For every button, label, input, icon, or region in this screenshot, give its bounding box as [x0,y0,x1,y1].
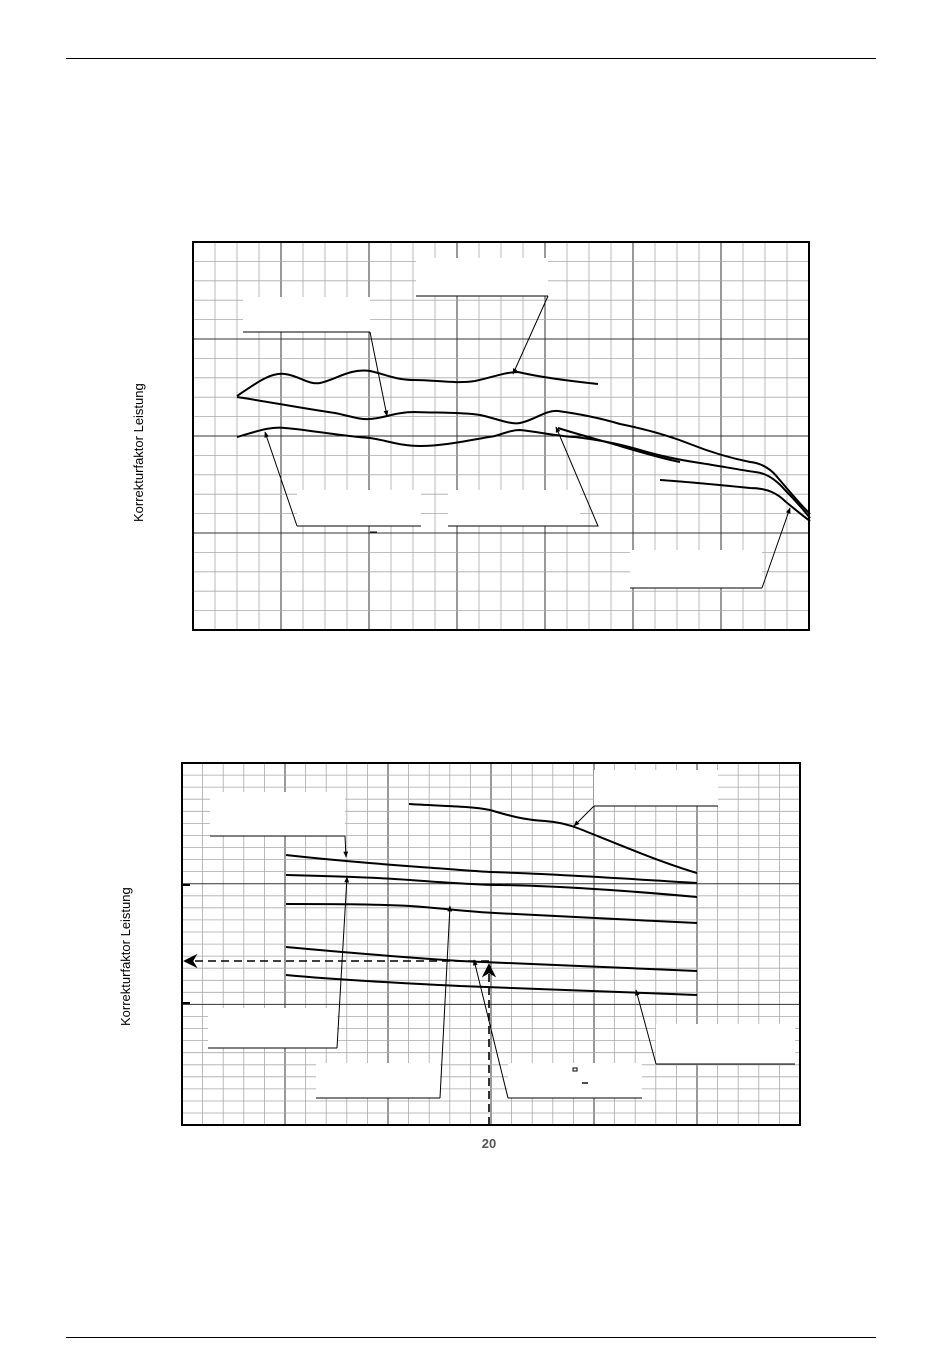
chart1-frame [192,241,810,631]
chart1-leader [512,295,549,375]
footer-rule [66,1337,876,1338]
chart1-series-line [236,396,811,515]
chart1-leader [264,431,298,527]
chart2-label-box [210,792,345,836]
chart1-label-box [243,297,370,332]
chart1-grid [192,241,810,631]
chart1-series-line [236,369,599,397]
chart1-series-line [236,426,811,519]
chart1-label-box [416,258,548,296]
chart2-label-mark [572,1067,578,1072]
chart1-leader [761,507,791,589]
header-rule [66,58,876,59]
chart2-leader [343,835,349,858]
chart2-leader [439,905,453,1099]
chart-1 [192,241,811,631]
chart1-label-box [448,490,580,526]
chart2-label-box [208,1008,337,1048]
chart2-label-box [316,1063,440,1098]
chart2-label-box [508,1063,642,1098]
chart2-series-line [408,803,698,874]
chart2-leader [635,989,657,1065]
chart2-series-line [285,974,698,996]
chart2-series-line [285,874,698,898]
chart1-series-line [557,427,681,463]
chart2-leader [336,876,350,1049]
chart2-x-tick-label: 20 [482,1136,496,1151]
chart2-series-line [285,854,698,884]
chart2-frame [181,762,801,1126]
chart1-label-box [630,550,762,588]
chart2-label-box [656,1024,795,1064]
chart2-leader [472,959,509,1099]
chart-2 [181,762,801,1126]
chart2-leader [573,805,595,827]
chart1-series-line [659,479,811,522]
chart1-label-box [297,490,421,526]
chart2-label-box [594,770,718,806]
chart1-leader [555,426,599,527]
chart2-series-line [285,903,698,924]
chart1-leader [369,331,389,417]
